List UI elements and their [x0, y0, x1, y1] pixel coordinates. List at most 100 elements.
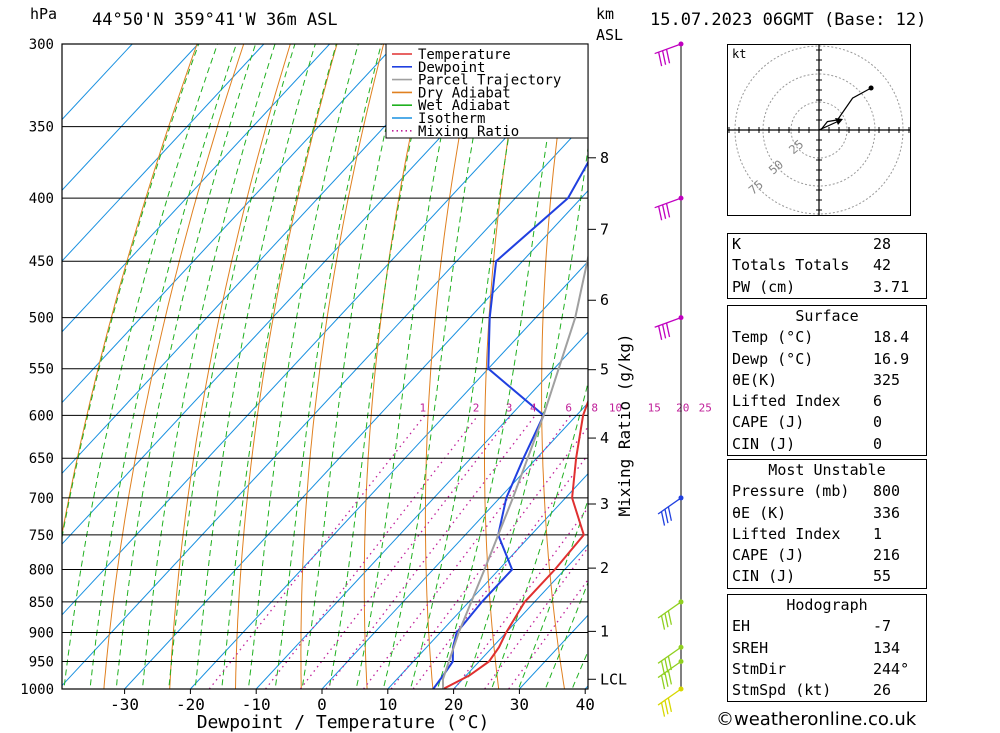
- height-tick-label: 1: [600, 622, 609, 640]
- mixing-ratio-label: 20: [676, 401, 689, 414]
- most-unstable-value: 55: [873, 567, 892, 586]
- wind-barb-flag: [660, 675, 666, 690]
- legend-entry: Mixing Ratio: [418, 124, 519, 140]
- most-unstable-label: Pressure (mb): [732, 482, 850, 501]
- wet-adiabat-line: [62, 44, 200, 540]
- copyright-link[interactable]: ©weatheronline.co.uk: [716, 709, 917, 730]
- index-label: PW (cm): [732, 277, 796, 296]
- wind-barb-flag: [667, 610, 673, 625]
- wind-barb-staff: [657, 497, 682, 515]
- wind-barb-flag: [657, 325, 663, 340]
- isotherm-line: [190, 260, 588, 689]
- isotherm-lines: [62, 44, 588, 689]
- indices-table: K 28 Totals Totals 42 PW (cm) 3.71: [727, 233, 927, 299]
- index-label: Totals Totals: [732, 256, 850, 275]
- hodograph-index-label: EH: [732, 617, 751, 636]
- legend-entry: Dewpoint: [418, 60, 485, 76]
- surface-label: CIN (J): [732, 434, 796, 453]
- most-unstable-value: 800: [873, 482, 901, 501]
- wind-barb-flag: [664, 672, 669, 687]
- isotherm-line: [62, 44, 199, 192]
- isotherm-line: [62, 44, 462, 475]
- km-unit-label: km: [596, 5, 615, 23]
- legend-entry: Temperature: [418, 47, 511, 63]
- wind-barb-staff: [657, 660, 682, 679]
- surface-value: 18.4: [873, 328, 910, 347]
- hodograph-title: Hodograph: [786, 596, 868, 614]
- mixing-ratio-line: [325, 414, 536, 689]
- most-unstable-row: CIN (J) 55: [728, 566, 926, 587]
- surface-value: 0: [873, 434, 883, 453]
- pressure-tick-label: 850: [29, 595, 54, 611]
- surface-row: Temp (°C) 18.4: [728, 327, 926, 348]
- wind-barb-staff: [657, 646, 682, 664]
- wet-adiabat-line: [328, 44, 433, 689]
- temperature-tick-label: 0: [317, 695, 327, 714]
- hodograph-end-point: [868, 85, 874, 91]
- dry-adiabat-line: [943, 26, 1000, 715]
- dry-adiabat-line: [234, 44, 338, 689]
- wind-barb-flag: [661, 204, 667, 219]
- mixing-ratio-label: 4: [530, 401, 537, 414]
- dry-adiabat-line: [484, 44, 525, 689]
- wind-barb-flag: [661, 324, 667, 339]
- mixing-ratio-label: 6: [565, 401, 572, 414]
- wind-barb-flag: [665, 322, 671, 338]
- pressure-tick-label: 950: [29, 655, 54, 671]
- mixing-ratio-label: 15: [648, 401, 661, 414]
- isotherm-line: [387, 472, 588, 689]
- wet-adiabat-line: [544, 581, 588, 689]
- most-unstable-label: θE (K): [732, 503, 787, 522]
- wind-barb-staff: [657, 601, 682, 619]
- wet-adiabat-line: [115, 44, 257, 689]
- isotherm-line: [62, 44, 265, 262]
- wind-barb-flag: [665, 203, 671, 218]
- legend-entry: Dry Adiabat: [418, 85, 511, 101]
- wind-barb-staff: [654, 197, 682, 209]
- pressure-tick-label: 350: [29, 120, 54, 136]
- wind-barb-flag: [660, 511, 666, 526]
- surface-label: Lifted Index: [732, 392, 841, 411]
- location-title: 44°50'N 359°41'W 36m ASL: [92, 10, 338, 30]
- mixing-ratio-axis-label: Mixing Ratio (g/kg): [615, 333, 634, 516]
- mixing-ratio-label: 10: [609, 401, 622, 414]
- hodograph-table: Hodograph EH -7 SREH 134 StmDir 244° StmSpd (k…: [727, 594, 927, 703]
- wind-barb-flag: [660, 660, 666, 676]
- index-value: 42: [873, 256, 892, 275]
- isotherm-line: [321, 402, 588, 689]
- dry-adiabat-line: [424, 44, 478, 689]
- dry-adiabat-line: [541, 44, 571, 689]
- isotherm-line: [62, 48, 588, 616]
- mixing-ratio-label: 3: [506, 401, 513, 414]
- parcel-trajectory-line: [441, 253, 588, 689]
- wind-barb-flag: [657, 52, 663, 67]
- surface-value: 325: [873, 370, 901, 389]
- wind-barb-flag: [667, 697, 673, 712]
- surface-table: Surface Temp (°C) 18.4 Dewp (°C) 16.9 θE(K) 3…: [727, 305, 927, 457]
- pressure-tick-label: 700: [29, 491, 54, 507]
- index-row: K 28: [728, 234, 926, 255]
- wind-barb-flag: [660, 615, 666, 630]
- wind-barb-flag: [664, 700, 669, 715]
- temperature-tick-label: -10: [242, 695, 271, 714]
- surface-label: Temp (°C): [732, 328, 814, 347]
- surface-title: Surface: [795, 307, 859, 325]
- wet-adiabat-line: [355, 44, 461, 689]
- mixing-ratio-line: [412, 453, 588, 689]
- wind-barbs: [654, 41, 684, 717]
- most-unstable-table: Most Unstable Pressure (mb) 800 θE (K) 336 L…: [727, 459, 927, 589]
- isotherm-line: [453, 543, 588, 689]
- surface-value: 0: [873, 413, 883, 432]
- dry-adiabat-line: [989, 26, 1000, 715]
- hodograph-index-row: SREH 134: [728, 638, 926, 659]
- wind-barb-flag: [664, 613, 669, 628]
- datetime-title: 15.07.2023 06GMT (Base: 12): [650, 10, 927, 30]
- wet-adiabat-line: [409, 44, 526, 689]
- most-unstable-row: θE (K) 336: [728, 503, 926, 524]
- pressure-tick-label: 800: [29, 562, 54, 578]
- index-value: 3.71: [873, 277, 910, 296]
- wind-barb-flag: [667, 506, 673, 521]
- isotherm-line: [62, 44, 528, 545]
- wet-adiabat-line: [247, 44, 359, 689]
